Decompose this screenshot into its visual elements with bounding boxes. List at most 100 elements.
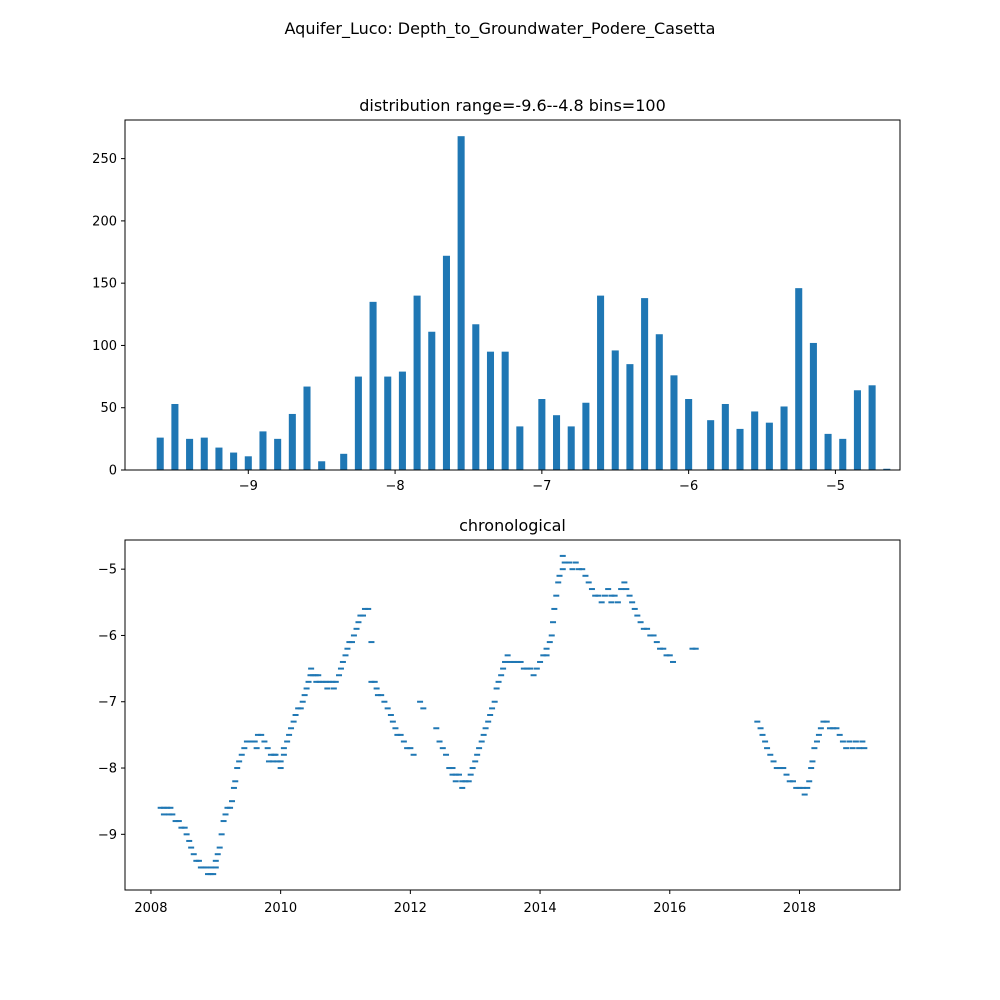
data-point: [315, 674, 322, 677]
data-point: [218, 833, 225, 836]
data-point: [330, 687, 337, 690]
data-point: [316, 680, 323, 683]
histogram-bar: [809, 342, 817, 470]
histogram-bar: [354, 376, 362, 470]
data-point: [493, 687, 500, 690]
data-point: [843, 747, 850, 750]
data-point: [277, 760, 284, 763]
data-point: [846, 740, 853, 743]
data-point: [546, 641, 553, 644]
figure-suptitle: Aquifer_Luco: Depth_to_Groundwater_Poder…: [285, 19, 716, 39]
data-point: [637, 621, 644, 624]
histogram-bar: [824, 433, 832, 470]
data-point: [489, 707, 496, 710]
histogram-bar: [428, 331, 436, 470]
x-tick-label: −6: [679, 479, 698, 494]
data-point: [789, 780, 796, 783]
data-point: [491, 700, 498, 703]
histogram-bar: [384, 376, 392, 470]
x-tick-label: −8: [385, 479, 404, 494]
data-point: [378, 694, 385, 697]
data-point: [238, 753, 245, 756]
data-point: [533, 667, 540, 670]
data-point: [342, 654, 349, 657]
histogram-bar: [626, 364, 634, 470]
data-point: [241, 747, 248, 750]
data-point: [626, 594, 633, 597]
data-point: [301, 694, 308, 697]
data-point: [657, 647, 664, 650]
histogram-bar: [472, 324, 480, 470]
data-point: [465, 780, 472, 783]
data-point: [469, 767, 476, 770]
data-point: [272, 753, 279, 756]
data-point: [456, 773, 462, 776]
data-point: [861, 747, 868, 750]
data-point: [605, 588, 612, 591]
data-point: [459, 780, 466, 783]
data-point: [647, 634, 654, 637]
histogram-bar: [736, 428, 744, 470]
data-point: [618, 588, 625, 591]
y-tick-label: 100: [92, 339, 117, 354]
data-point: [449, 767, 456, 770]
data-point: [446, 767, 453, 770]
data-point: [799, 786, 806, 789]
data-point: [849, 747, 856, 750]
data-point: [801, 793, 808, 796]
y-tick-label: 250: [92, 152, 117, 167]
data-point: [598, 601, 605, 604]
data-point: [344, 647, 351, 650]
histogram-bar: [751, 411, 759, 470]
data-point: [670, 660, 677, 663]
data-point: [559, 554, 566, 557]
histogram-bar: [413, 295, 421, 470]
data-point: [286, 733, 293, 736]
histogram-bar: [868, 385, 876, 470]
data-point: [394, 733, 401, 736]
data-point: [548, 634, 555, 637]
y-tick-label: −8: [98, 762, 117, 777]
data-point: [759, 733, 766, 736]
data-point: [166, 813, 173, 816]
histogram-bar: [780, 406, 788, 470]
histogram-bar: [369, 301, 377, 470]
data-point: [485, 720, 492, 723]
data-point: [407, 747, 414, 750]
data-point: [663, 654, 670, 657]
histogram-bar: [883, 468, 891, 470]
data-point: [859, 740, 866, 743]
histogram-bar: [641, 298, 649, 470]
data-point: [290, 720, 297, 723]
y-tick-label: 50: [100, 401, 117, 416]
histogram-bar: [516, 426, 524, 470]
data-point: [339, 660, 346, 663]
x-tick-label: −7: [532, 479, 551, 494]
data-point: [353, 627, 360, 630]
histogram-bar: [582, 402, 590, 470]
data-point: [500, 667, 507, 670]
data-point: [167, 806, 174, 809]
data-point: [284, 740, 291, 743]
data-point: [820, 720, 827, 723]
y-tick-label: 150: [92, 277, 117, 292]
data-point: [472, 760, 479, 763]
data-point: [833, 727, 840, 730]
data-point: [365, 607, 372, 610]
data-point: [621, 581, 628, 584]
histogram-bar: [670, 375, 678, 470]
data-point: [836, 733, 843, 736]
data-point: [650, 634, 657, 637]
histogram-bar: [171, 403, 179, 470]
data-point: [543, 654, 550, 657]
data-point: [387, 714, 394, 716]
x-tick-label: 2014: [524, 901, 557, 916]
data-point: [826, 727, 833, 730]
histogram-bar: [501, 351, 509, 470]
data-point: [585, 581, 592, 584]
data-point: [212, 859, 219, 862]
data-point: [561, 561, 568, 564]
data-point: [608, 601, 615, 604]
data-point: [487, 714, 494, 716]
